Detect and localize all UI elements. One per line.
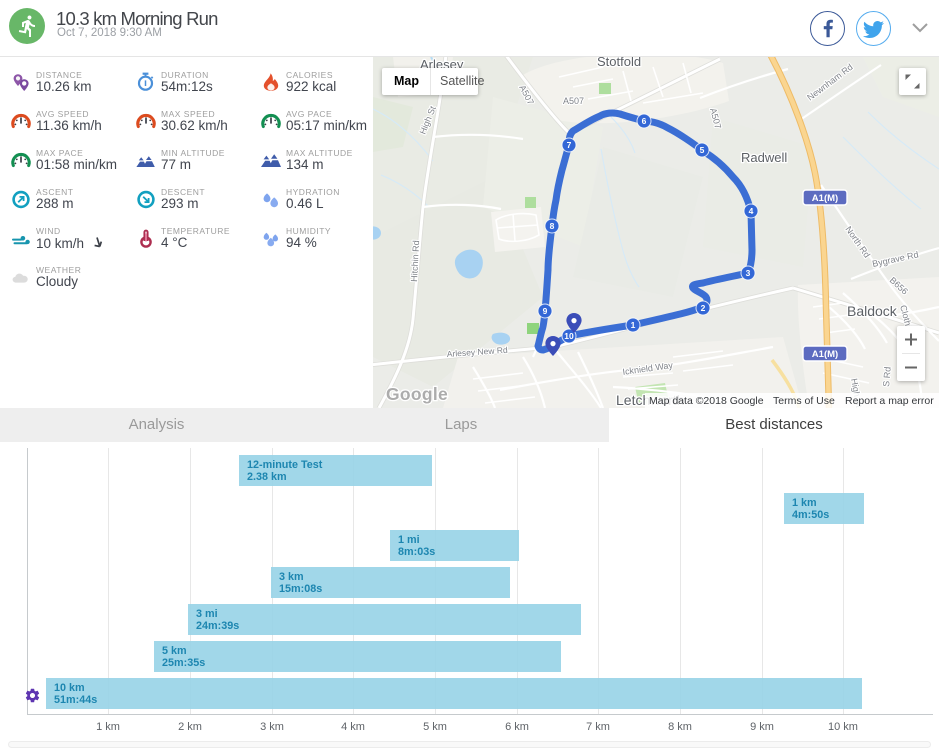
svg-text:10: 10	[564, 331, 574, 341]
svg-text:9: 9	[543, 306, 548, 316]
svg-text:3: 3	[746, 268, 751, 278]
svg-text:S Rd: S Rd	[881, 366, 893, 387]
svg-text:5: 5	[700, 145, 705, 155]
svg-text:Stotfold: Stotfold	[597, 57, 641, 69]
svg-text:Google: Google	[386, 384, 448, 404]
svg-text:A507: A507	[563, 96, 584, 106]
svg-text:Arlesey New Rd: Arlesey New Rd	[446, 345, 508, 359]
svg-text:7: 7	[567, 140, 572, 150]
svg-text:6: 6	[642, 116, 647, 126]
svg-text:Report a map error: Report a map error	[845, 395, 934, 407]
svg-text:1: 1	[631, 320, 636, 330]
svg-text:Radwell: Radwell	[741, 150, 787, 165]
svg-text:Hitchin Rd: Hitchin Rd	[409, 240, 421, 282]
svg-text:8: 8	[550, 221, 555, 231]
svg-text:A1(M): A1(M)	[812, 349, 838, 360]
svg-text:Baldock: Baldock	[847, 303, 898, 319]
svg-text:Map data ©2018 Google: Map data ©2018 Google	[649, 395, 764, 407]
svg-text:4: 4	[749, 206, 754, 216]
svg-text:2: 2	[701, 303, 706, 313]
svg-text:Terms of Use: Terms of Use	[773, 395, 835, 407]
svg-text:A1(M): A1(M)	[812, 193, 838, 204]
